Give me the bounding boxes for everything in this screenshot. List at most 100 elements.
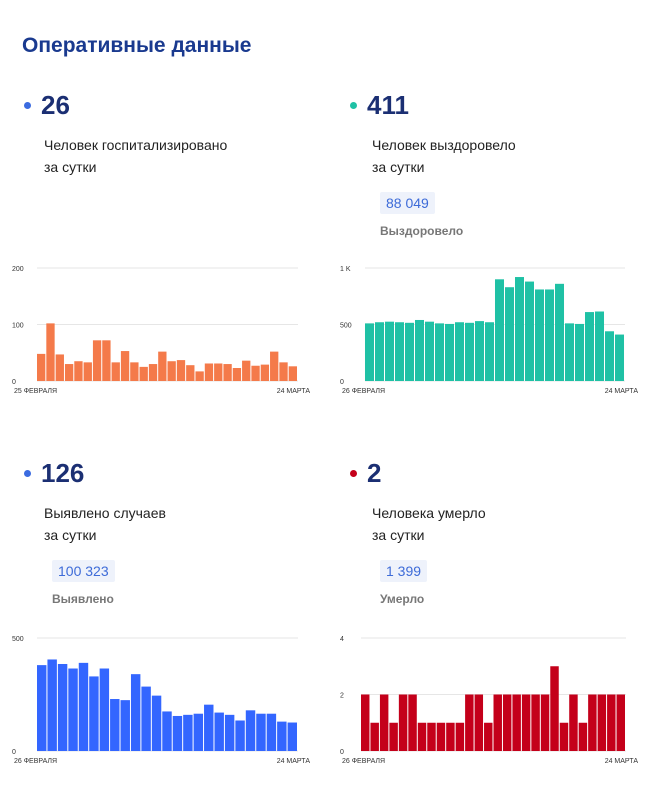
- bar: [597, 694, 607, 751]
- bar: [540, 694, 550, 751]
- x-end-label: 24 МАРТА: [277, 758, 311, 765]
- y-tick-label: 0: [12, 749, 16, 756]
- bar: [204, 363, 214, 381]
- bar: [245, 710, 256, 751]
- bar: [251, 365, 260, 381]
- bar: [545, 289, 554, 381]
- bar: [395, 322, 404, 381]
- cases-number: 126: [41, 457, 85, 488]
- recovered-panel: 411 Человек выздоровело за сутки 88 049 …: [350, 88, 650, 238]
- hospitalized-dot-icon: [24, 101, 31, 109]
- bar: [158, 351, 167, 381]
- bar: [78, 662, 89, 751]
- bar: [55, 354, 64, 381]
- bar: [193, 713, 204, 751]
- bar: [595, 311, 604, 381]
- bar: [615, 334, 624, 381]
- bar: [223, 364, 232, 381]
- y-tick-label: 2: [340, 693, 344, 700]
- page-title: Оперативные данные: [22, 34, 252, 57]
- bar: [379, 694, 389, 751]
- bar: [68, 668, 78, 751]
- bar: [616, 694, 625, 751]
- bar: [37, 353, 46, 381]
- deaths-total-badge: 1 399: [380, 560, 428, 582]
- bar: [37, 665, 47, 751]
- bar: [256, 713, 266, 751]
- bar: [398, 694, 408, 751]
- y-tick-label: 500: [12, 636, 24, 643]
- x-start-label: 26 ФЕВРАЛЯ: [342, 388, 385, 395]
- y-tick-label: 0: [12, 379, 16, 386]
- bar: [204, 704, 214, 751]
- bar: [83, 362, 92, 381]
- bar: [214, 363, 223, 381]
- bar: [148, 364, 158, 381]
- hospitalized-number: 26: [41, 89, 70, 120]
- bar: [569, 694, 578, 751]
- bar: [505, 287, 514, 381]
- recovered-number: 411: [367, 89, 409, 120]
- hospitalized-stat: 26: [24, 88, 324, 122]
- bar: [425, 321, 434, 381]
- bar: [195, 371, 204, 381]
- x-start-label: 26 ФЕВРАЛЯ: [342, 758, 385, 765]
- bar: [120, 351, 130, 381]
- bar: [57, 663, 68, 751]
- bar: [110, 699, 120, 751]
- deaths-panel: 2 Человека умерло за сутки 1 399 Умерло: [350, 456, 650, 606]
- bar: [89, 676, 99, 751]
- bar: [550, 666, 559, 751]
- cases-desc-line2: за сутки: [44, 527, 97, 543]
- cases-chart: 0 500 26 ФЕВРАЛЯ 24 МАРТА: [12, 636, 311, 765]
- bar: [417, 722, 427, 751]
- bar: [270, 351, 279, 381]
- bar: [141, 686, 151, 751]
- bar: [555, 283, 564, 381]
- x-end-label: 24 МАРТА: [277, 388, 311, 395]
- bar: [578, 722, 588, 751]
- cases-stat: 126: [24, 456, 324, 490]
- bar: [408, 694, 417, 751]
- x-end-label: 24 МАРТА: [605, 758, 639, 765]
- bar: [515, 277, 524, 381]
- bar: [232, 368, 242, 381]
- bar: [279, 362, 288, 381]
- recovered-desc-line2: за сутки: [372, 159, 425, 175]
- bar: [475, 321, 484, 381]
- hospitalized-panel: 26 Человек госпитализировано за сутки: [24, 88, 324, 178]
- deaths-total-label: Умерло: [380, 592, 425, 606]
- bar: [446, 722, 455, 751]
- bar: [484, 722, 493, 751]
- bar: [474, 694, 484, 751]
- bar: [46, 323, 55, 381]
- bar: [102, 340, 111, 381]
- bar: [242, 360, 251, 381]
- recovered-desc-line1: Человек выздоровело: [372, 137, 516, 153]
- deaths-desc-line2: за сутки: [372, 527, 425, 543]
- bar: [415, 319, 424, 381]
- bar: [74, 361, 83, 381]
- bar: [214, 712, 224, 751]
- bar: [607, 694, 616, 751]
- bar: [224, 714, 235, 751]
- bar: [531, 694, 540, 751]
- bar: [151, 695, 162, 751]
- bar: [139, 366, 148, 381]
- hospitalized-desc-line2: за сутки: [44, 159, 97, 175]
- y-tick-label: 0: [340, 379, 344, 386]
- bar: [130, 362, 139, 381]
- bar: [455, 722, 465, 751]
- bar: [436, 722, 446, 751]
- y-tick-label: 100: [12, 323, 24, 330]
- hospitalized-description: Человек госпитализировано за сутки: [44, 134, 264, 178]
- cases-dot-icon: [24, 469, 31, 477]
- y-tick-label: 0: [340, 749, 344, 756]
- hospitalized-desc-line1: Человек госпитализировано: [44, 137, 228, 153]
- bar: [260, 364, 270, 381]
- bar: [535, 289, 544, 381]
- bar: [521, 694, 531, 751]
- bar: [120, 700, 130, 751]
- bar: [130, 674, 141, 751]
- bar: [512, 694, 521, 751]
